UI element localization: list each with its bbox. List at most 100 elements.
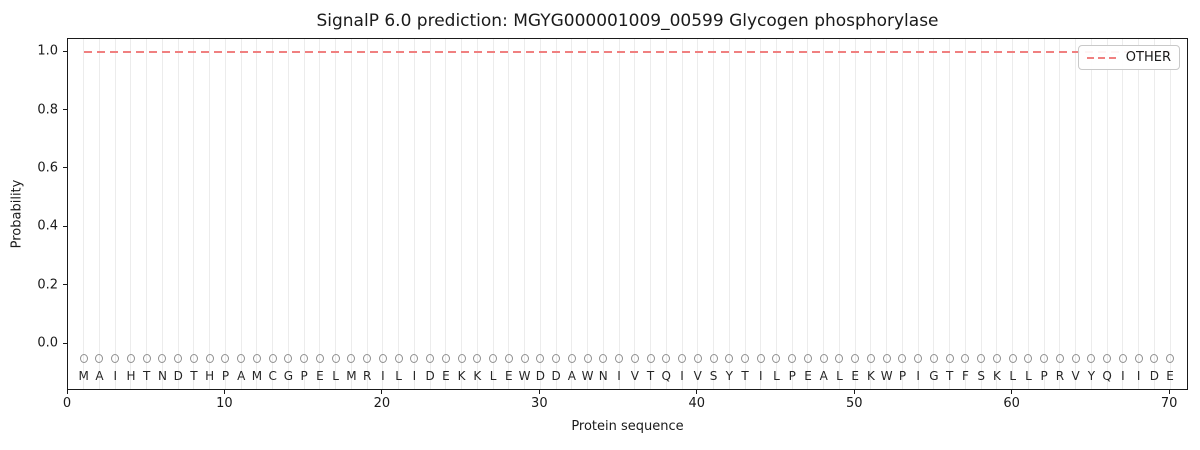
residue-marker <box>237 354 246 364</box>
residue-marker <box>331 354 340 364</box>
gridline <box>161 39 163 389</box>
residue-letter: M <box>78 368 89 383</box>
residue-letter: I <box>113 368 117 383</box>
residue-marker <box>567 354 576 364</box>
gridline <box>209 39 211 389</box>
residue-marker <box>1118 354 1127 364</box>
residue-letter: L <box>395 368 402 383</box>
y-tick <box>63 50 67 52</box>
residue-letter: L <box>332 368 339 383</box>
gridline <box>398 39 400 389</box>
residue-letter: V <box>630 368 639 383</box>
residue-marker <box>615 354 624 364</box>
residue-marker <box>221 354 230 364</box>
residue-marker <box>300 354 309 364</box>
residue-marker <box>410 354 419 364</box>
x-tick <box>223 390 225 394</box>
residue-letter: T <box>741 368 749 383</box>
gridline <box>366 39 368 389</box>
residue-marker <box>709 354 718 364</box>
residue-marker <box>1040 354 1049 364</box>
gridline <box>571 39 573 389</box>
residue-marker <box>583 354 592 364</box>
residue-marker <box>882 354 891 364</box>
residue-marker <box>914 354 923 364</box>
gridline <box>838 39 840 389</box>
y-tick-label: 1.0 <box>37 43 58 59</box>
residue-letter: N <box>157 368 167 383</box>
gridline <box>193 39 195 389</box>
residue-marker <box>473 354 482 364</box>
x-tick <box>381 390 383 394</box>
residue-marker <box>1134 354 1143 364</box>
gridline <box>1106 39 1108 389</box>
residue-marker <box>268 354 277 364</box>
y-tick <box>63 342 67 344</box>
residue-marker <box>1103 354 1112 364</box>
residue-letter: I <box>381 368 385 383</box>
residue-marker <box>929 354 938 364</box>
residue-letter: W <box>880 368 893 383</box>
x-tick-label: 0 <box>62 396 72 411</box>
residue-marker <box>1166 354 1175 364</box>
residue-marker <box>111 354 120 364</box>
gridline <box>130 39 132 389</box>
residue-letter: P <box>300 368 308 383</box>
x-tick <box>538 390 540 394</box>
residue-marker <box>945 354 954 364</box>
gridline <box>539 39 541 389</box>
x-tick <box>1168 390 1170 394</box>
residue-letter: S <box>977 368 985 383</box>
x-tick <box>66 390 68 394</box>
y-tick <box>63 284 67 286</box>
gridline <box>350 39 352 389</box>
residue-marker <box>1071 354 1080 364</box>
residue-letter: I <box>1136 368 1141 383</box>
residue-letter: Q <box>1102 368 1112 383</box>
residue-letter: L <box>1009 368 1016 383</box>
residue-marker <box>158 354 167 364</box>
residue-letter: E <box>442 368 450 383</box>
residue-letter: K <box>992 368 1001 383</box>
gridline <box>319 39 321 389</box>
residue-marker <box>552 354 561 364</box>
x-tick-label: 10 <box>216 396 233 411</box>
gridline <box>287 39 289 389</box>
residue-marker <box>851 354 860 364</box>
residue-letter: G <box>283 368 294 383</box>
gridline <box>665 39 667 389</box>
residue-marker <box>662 354 671 364</box>
residue-letter: D <box>425 368 435 383</box>
x-tick <box>1011 390 1013 394</box>
gridline <box>697 39 699 389</box>
residue-letter: P <box>1040 368 1048 383</box>
residue-marker <box>252 354 261 364</box>
residue-letter: M <box>346 368 357 383</box>
y-tick <box>63 225 67 227</box>
gridline <box>272 39 274 389</box>
gridline <box>933 39 935 389</box>
residue-letter: I <box>412 368 417 383</box>
residue-marker <box>1087 354 1096 364</box>
y-tick-label: 0.8 <box>37 102 58 117</box>
residue-letter: T <box>946 368 954 383</box>
gridline <box>886 39 888 389</box>
gridline <box>791 39 793 389</box>
residue-letter: C <box>268 368 277 383</box>
residue-marker <box>394 354 403 364</box>
residue-letter: I <box>617 368 621 383</box>
residue-marker <box>835 354 844 364</box>
residue-letter: D <box>551 368 561 383</box>
residue-marker <box>630 354 639 364</box>
y-tick <box>63 167 67 169</box>
residue-letter: Q <box>661 368 672 383</box>
gridline <box>1043 39 1045 389</box>
gridline <box>807 39 809 389</box>
gridline <box>996 39 998 389</box>
residue-letter: I <box>680 368 684 383</box>
x-tick-label: 40 <box>688 396 706 411</box>
gridline <box>146 39 148 389</box>
residue-letter: W <box>518 368 531 383</box>
gridline <box>1138 39 1140 389</box>
residue-marker <box>646 354 655 364</box>
